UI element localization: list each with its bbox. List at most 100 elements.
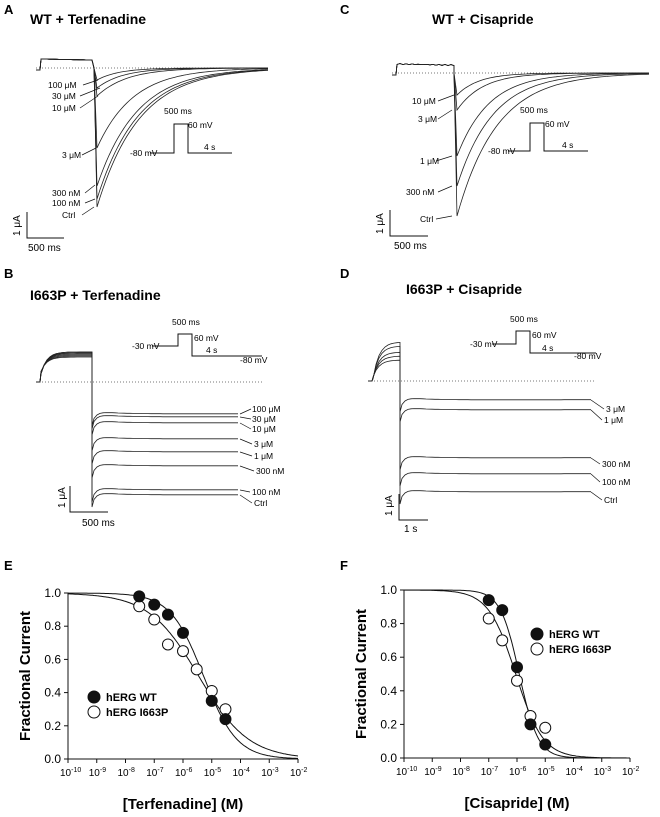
panel-d-scalebar: 1 μA 1 s xyxy=(384,494,428,535)
leader-line xyxy=(239,494,253,504)
x-tick-label: 10-2 xyxy=(622,766,639,778)
y-tick-label: 0.0 xyxy=(44,752,61,766)
panel-a-traces xyxy=(36,58,270,208)
panel-c-label: 3 μM xyxy=(418,114,437,124)
current-trace xyxy=(368,341,591,413)
data-point-i663p xyxy=(496,634,509,647)
panel-a-label: Ctrl xyxy=(62,210,75,220)
y-tick-label: 0.2 xyxy=(44,719,61,733)
current-trace xyxy=(36,351,238,427)
current-trace xyxy=(368,345,591,423)
protocol-tail: 4 s xyxy=(542,343,553,353)
protocol-hold: -30 mV xyxy=(132,341,160,351)
legend-label: hERG WT xyxy=(549,629,600,641)
protocol-duration: 500 ms xyxy=(172,317,200,327)
data-point-wt xyxy=(161,608,174,621)
data-point-i663p xyxy=(148,613,161,626)
protocol-step: 60 mV xyxy=(532,330,557,340)
panel-d-label: 300 nM xyxy=(602,459,630,469)
current-trace xyxy=(368,359,591,505)
panel-a-label: 300 nM xyxy=(52,188,80,198)
data-point-wt xyxy=(524,718,537,731)
panel-a-label: 100 μM xyxy=(48,80,77,90)
fit-curve xyxy=(67,592,298,759)
panel-letter-d: D xyxy=(340,266,349,281)
voltage-protocol xyxy=(508,122,588,152)
scale-bar xyxy=(69,486,108,513)
protocol-tail: 4 s xyxy=(206,345,217,355)
voltage-protocol xyxy=(152,333,262,357)
y-tick-label: 0.8 xyxy=(380,617,397,631)
panel-a-label: 30 μM xyxy=(52,91,76,101)
scale-x-label: 500 ms xyxy=(82,518,115,529)
panel-a-label: 3 μM xyxy=(62,150,81,160)
current-trace xyxy=(392,63,650,217)
leader-line xyxy=(239,451,253,457)
y-axis-title: Fractional Current xyxy=(17,611,34,741)
fit-curve xyxy=(403,589,630,759)
scale-bar xyxy=(398,494,428,521)
scale-x-label: 1 s xyxy=(404,524,417,535)
panel-title-a: WT + Terfenadine xyxy=(30,11,146,27)
data-point-i663p xyxy=(511,674,523,687)
panel-a-label: 100 nM xyxy=(52,198,80,208)
data-point-i663p xyxy=(205,684,218,697)
x-tick-label: 10-7 xyxy=(481,766,498,778)
leader-line xyxy=(81,147,97,156)
y-axis-title: Fractional Current xyxy=(353,609,370,739)
panel-title-b: I663P + Terfenadine xyxy=(30,287,161,303)
legend-label: hERG WT xyxy=(106,692,157,704)
x-axis-title: [Terfenadine] (M) xyxy=(123,796,244,813)
fit-curve xyxy=(404,589,630,759)
leader-line xyxy=(239,438,253,445)
y-tick-label: 0.4 xyxy=(44,686,61,700)
x-tick-label: 10-2 xyxy=(290,767,307,779)
data-point-wt xyxy=(511,661,523,674)
leader-line xyxy=(437,94,455,102)
data-point-i663p xyxy=(190,663,203,676)
x-axis-title: [Cisapride] (M) xyxy=(465,795,570,812)
panel-d-protocol: 500 ms -30 mV 60 mV 4 s -80 mV xyxy=(470,314,602,361)
leader-line xyxy=(239,408,252,415)
x-tick-label: 10-9 xyxy=(424,766,441,778)
panel-c-label: 1 μM xyxy=(420,156,439,166)
protocol-step: 60 mV xyxy=(188,120,213,130)
leader-line xyxy=(79,95,99,109)
y-tick-label: 1.0 xyxy=(380,583,397,597)
y-tick-label: 1.0 xyxy=(44,586,61,600)
data-point-i663p xyxy=(219,703,232,716)
leader-line xyxy=(437,185,453,193)
x-tick-label: 10-10 xyxy=(396,766,417,778)
data-point-wt xyxy=(219,713,232,726)
panel-letter-c: C xyxy=(340,2,350,17)
leader-line xyxy=(239,422,252,430)
x-tick-label: 10-5 xyxy=(204,767,221,779)
x-tick-label: 10-6 xyxy=(175,767,192,779)
leader-line xyxy=(590,399,605,410)
panel-a-label: 10 μM xyxy=(52,103,76,113)
panel-d-traces xyxy=(368,341,595,505)
x-tick-label: 10-6 xyxy=(509,766,526,778)
scale-x-label: 500 ms xyxy=(28,243,61,254)
leader-line xyxy=(239,489,251,493)
data-point-i663p xyxy=(133,600,146,613)
data-point-i663p xyxy=(482,612,495,625)
scale-y-label: 1 μA xyxy=(12,215,23,236)
current-trace xyxy=(36,58,269,208)
voltage-protocol xyxy=(492,330,596,354)
leader-line xyxy=(435,155,453,162)
panel-a-protocol: 500 ms -80 mV 60 mV 4 s xyxy=(130,106,232,158)
panel-c-labels: 10 μM 3 μM 1 μM 300 nM Ctrl xyxy=(406,94,455,224)
panel-b-labels: 100 μM 30 μM 10 μM 3 μM 1 μM 300 nM 100 … xyxy=(239,404,284,508)
plot-e: 0.0 0.2 0.4 0.6 0.8 1.0 10-10 10-9 10-8 10-7 10-6 1… xyxy=(17,586,307,813)
panel-letter-f: F xyxy=(340,558,348,573)
legend-label: hERG I663P xyxy=(106,707,168,719)
scale-y-label: 1 μA xyxy=(57,487,68,508)
panel-title-c: WT + Cisapride xyxy=(432,11,534,27)
legend-marker xyxy=(530,627,544,641)
leader-line xyxy=(590,409,603,421)
panel-b-label: 300 nM xyxy=(256,466,284,476)
current-trace xyxy=(36,353,238,465)
y-tick-label: 0.8 xyxy=(44,619,61,633)
